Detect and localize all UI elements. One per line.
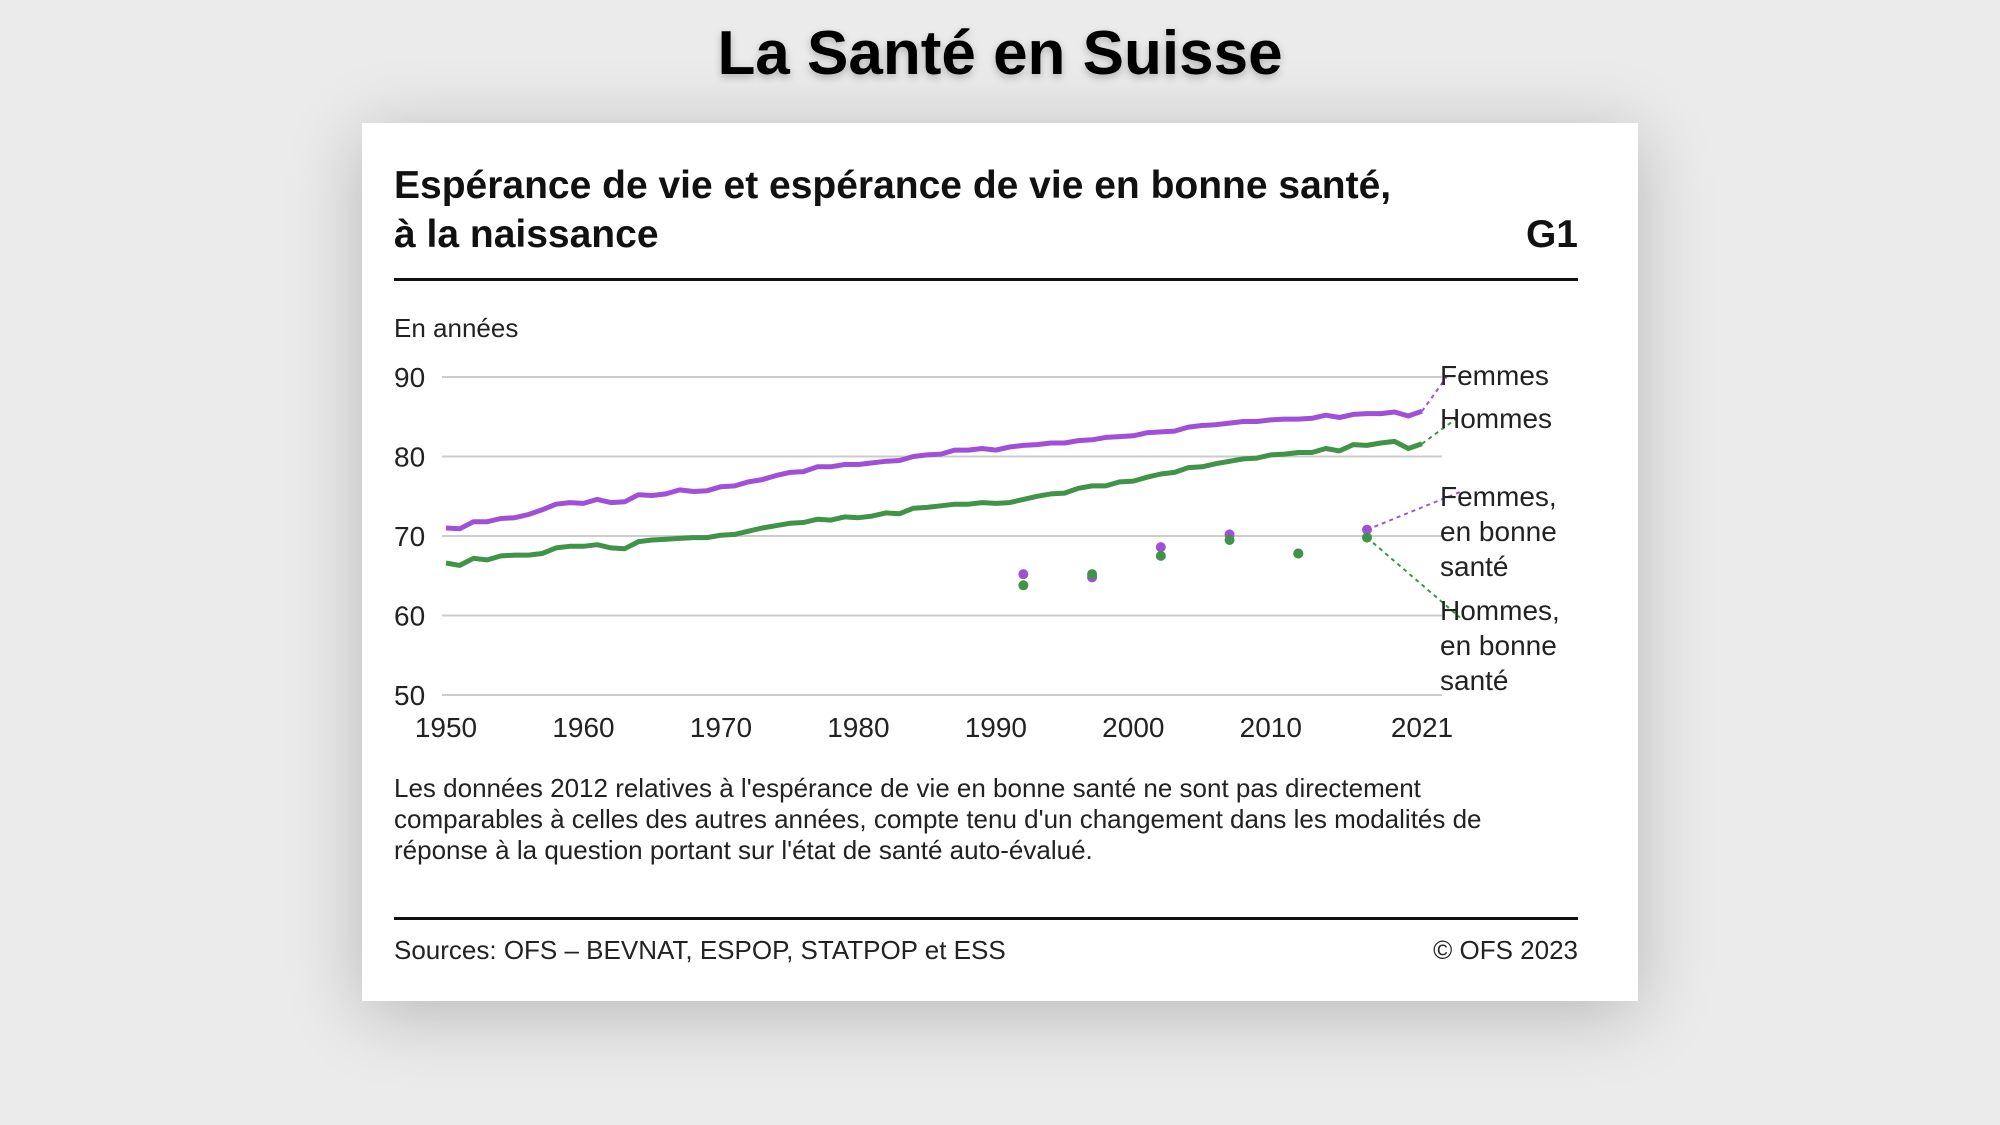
legend-label-2-line-2: santé	[1440, 551, 1509, 582]
y-tick-label-90: 90	[394, 362, 425, 393]
point-hommes-bonne-sante-1992	[1018, 580, 1029, 591]
leader-femmes-bonne-sante	[1366, 491, 1461, 531]
title-divider	[394, 278, 1578, 281]
y-tick-label-50: 50	[394, 680, 425, 711]
x-tick-label-2010: 2010	[1240, 712, 1302, 743]
figure-id: G1	[1525, 213, 1578, 256]
footer-divider	[394, 917, 1578, 920]
legend-label-3-line-0: Hommes,	[1440, 595, 1560, 626]
point-femmes-bonne-sante-2017	[1362, 524, 1373, 535]
y-axis-label: En années	[394, 313, 518, 343]
x-tick-label-2021: 2021	[1391, 712, 1453, 743]
point-hommes-bonne-sante-2002	[1155, 550, 1166, 561]
x-tick-label-1960: 1960	[552, 712, 614, 743]
y-tick-label-70: 70	[394, 521, 425, 552]
legend-label-2-line-1: en bonne	[1440, 516, 1557, 547]
point-hommes-bonne-sante-2017	[1362, 532, 1373, 543]
point-femmes-bonne-sante-1992	[1018, 569, 1029, 580]
figure-card: Espérance de vie et espérance de vie en …	[362, 123, 1638, 1001]
y-tick-label-60: 60	[394, 601, 425, 632]
copyright-text: © OFS 2023	[1433, 935, 1578, 965]
legend-label-2-line-0: Femmes,	[1440, 481, 1557, 512]
point-hommes-bonne-sante-2012	[1293, 548, 1304, 559]
point-femmes-bonne-sante-2002	[1155, 542, 1166, 553]
legend-label-3-line-1: en bonne	[1440, 630, 1557, 661]
point-hommes-bonne-sante-1997	[1087, 569, 1098, 580]
legend-label-0-line-0: Femmes	[1440, 360, 1549, 391]
legend-label-3-line-2: santé	[1440, 665, 1509, 696]
point-hommes-bonne-sante-2007	[1224, 534, 1235, 545]
footnote: Les données 2012 relatives à l'espérance…	[394, 773, 1482, 865]
x-tick-label-2000: 2000	[1102, 712, 1164, 743]
series-line-hommes	[445, 438, 1423, 568]
legend-label-1-line-0: Hommes	[1440, 403, 1552, 434]
x-tick-label-1970: 1970	[690, 712, 752, 743]
x-tick-label-1980: 1980	[827, 712, 889, 743]
y-tick-label-80: 80	[394, 442, 425, 473]
chart-area: En années 90 80 70 60 50 1950 1960 1970 1980 1990 2…	[362, 123, 1638, 883]
figure-title-line-2: à la naissance	[394, 213, 659, 256]
x-tick-label-1950: 1950	[415, 712, 477, 743]
page-title: La Santé en Suisse	[717, 19, 1283, 88]
x-tick-label-1990: 1990	[965, 712, 1027, 743]
figure-title-line-1: Espérance de vie et espérance de vie en …	[394, 164, 1392, 207]
figure-title: Espérance de vie et espérance de vie en …	[394, 161, 1394, 259]
series-line-femmes	[445, 408, 1423, 532]
sources-text: Sources: OFS – BEVNAT, ESPOP, STATPOP et…	[394, 935, 1006, 965]
